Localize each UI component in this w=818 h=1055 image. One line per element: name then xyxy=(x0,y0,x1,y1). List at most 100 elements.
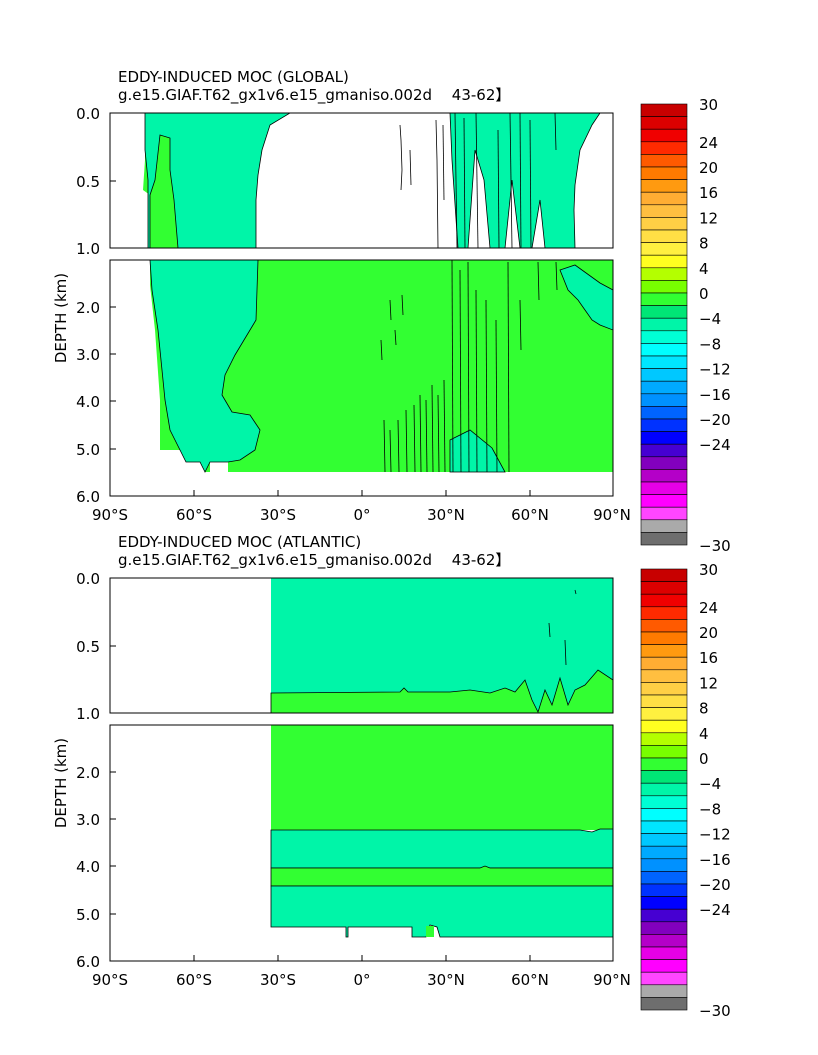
atlantic-colorbar-swatch xyxy=(640,820,688,834)
atlantic-ytick-1: 0.5 xyxy=(76,638,100,656)
global-ytick-4: 3.0 xyxy=(76,346,100,364)
global-colorbar-swatch xyxy=(640,406,688,420)
global-lower-deep-negative xyxy=(449,429,506,473)
atlantic-lower-negative-bottom xyxy=(270,885,613,938)
atlantic-colorbar-swatch xyxy=(640,871,688,885)
atlantic-panel: EDDY-INDUCED MOC (ATLANTIC) g.e15.GIAF.T… xyxy=(52,533,731,1020)
atlantic-subtitle: g.e15.GIAF.T62_gx1v6.e15_gmaniso.002d 43… xyxy=(118,551,510,570)
global-colorbar-swatch xyxy=(640,418,688,432)
atlantic-ytick-7: 6.0 xyxy=(76,953,100,971)
global-lower-arctic-negative xyxy=(559,264,613,331)
global-ytick-3: 2.0 xyxy=(76,299,100,317)
global-colorbar-label: 30 xyxy=(699,96,718,114)
global-colorbar-swatch xyxy=(640,166,688,180)
atlantic-colorbar-swatch xyxy=(640,858,688,872)
atlantic-lower-small-positive xyxy=(426,926,434,937)
global-xtick-3: 0° xyxy=(353,506,370,524)
atlantic-colorbar-swatch xyxy=(640,619,688,633)
atlantic-colorbar-label: −4 xyxy=(699,775,721,793)
global-colorbar-swatch xyxy=(640,179,688,193)
atlantic-colorbar-swatch xyxy=(640,682,688,696)
global-ylabel: DEPTH (km) xyxy=(52,273,70,363)
global-ytick-0: 0.0 xyxy=(76,105,100,123)
global-ytick-2: 1.0 xyxy=(76,240,100,258)
atlantic-colorbar-label: −30 xyxy=(699,1002,731,1020)
atlantic-colorbar-label: 16 xyxy=(699,649,718,667)
global-colorbar-swatch xyxy=(640,292,688,306)
atlantic-ytick-6: 5.0 xyxy=(76,906,100,924)
atlantic-ytick-5: 4.0 xyxy=(76,858,100,876)
atlantic-colorbar-swatch xyxy=(640,719,688,734)
global-colorbar-swatch xyxy=(640,305,688,319)
global-colorbar-label: −20 xyxy=(699,411,731,429)
atlantic-xtick-4: 30°N xyxy=(427,971,465,989)
atlantic-xtick-1: 60°S xyxy=(176,971,212,989)
global-colorbar-swatch xyxy=(640,317,688,332)
atlantic-colorbar-swatch xyxy=(640,593,688,608)
atlantic-colorbar-label: 4 xyxy=(699,725,709,743)
global-colorbar-swatch xyxy=(640,229,688,243)
atlantic-colorbar: 30 24 20 16 12 8 4 0 −4 −8 −12 −16 −20 −24 −30 xyxy=(640,561,731,1020)
global-colorbar-swatch xyxy=(640,116,688,130)
atlantic-xtick-3: 0° xyxy=(353,971,370,989)
global-ytick-6: 5.0 xyxy=(76,441,100,459)
global-colorbar-swatch xyxy=(640,343,688,357)
atlantic-colorbar-swatch xyxy=(640,757,688,771)
global-colorbar-swatch xyxy=(640,217,688,231)
atlantic-lower-positive-mid xyxy=(270,865,613,887)
global-lower-antarctic-negative xyxy=(149,260,261,473)
atlantic-colorbar-label: 20 xyxy=(699,624,718,642)
atlantic-colorbar-swatch xyxy=(640,997,688,1011)
atlantic-ytick-4: 3.0 xyxy=(76,811,100,829)
atlantic-colorbar-swatch xyxy=(640,795,688,809)
global-xtick-0: 90°S xyxy=(92,506,128,524)
atlantic-colorbar-swatch xyxy=(640,971,688,986)
atlantic-colorbar-label: −12 xyxy=(699,826,731,844)
atlantic-colorbar-swatch xyxy=(640,606,688,620)
global-ytick-1: 0.5 xyxy=(76,173,100,191)
global-lower-positive-region xyxy=(150,260,613,472)
global-colorbar-label: −16 xyxy=(699,386,731,404)
global-colorbar-swatch xyxy=(640,204,688,218)
global-colorbar-label: −8 xyxy=(699,335,721,353)
atlantic-upper-field xyxy=(270,578,613,713)
global-colorbar-swatch xyxy=(640,242,688,256)
atlantic-xtick-2: 30°S xyxy=(260,971,296,989)
atlantic-colorbar-swatch xyxy=(640,770,688,784)
atlantic-colorbar-swatch xyxy=(640,946,688,960)
global-colorbar-label: −24 xyxy=(699,436,731,454)
global-colorbar-swatch xyxy=(640,506,688,521)
atlantic-colorbar-swatch xyxy=(640,656,688,671)
atlantic-colorbar-label: 0 xyxy=(699,750,709,768)
global-lower-contour-noise xyxy=(380,260,558,473)
global-colorbar-label: 24 xyxy=(699,134,718,152)
atlantic-colorbar-swatch xyxy=(640,745,688,759)
global-colorbar-swatch xyxy=(640,393,688,407)
global-xtick-6: 90°N xyxy=(593,506,631,524)
atlantic-xtick-0: 90°S xyxy=(92,971,128,989)
global-colorbar-swatch xyxy=(640,469,688,483)
global-colorbar-label: −4 xyxy=(699,310,721,328)
atlantic-xtick-6: 90°N xyxy=(593,971,631,989)
global-upper-contour-noise xyxy=(399,113,557,248)
global-panel: EDDY-INDUCED MOC (GLOBAL) g.e15.GIAF.T62… xyxy=(52,68,731,555)
global-colorbar-label: 0 xyxy=(699,285,709,303)
atlantic-ytick-3: 2.0 xyxy=(76,764,100,782)
atlantic-ylabel: DEPTH (km) xyxy=(52,738,70,828)
global-xtick-1: 60°S xyxy=(176,506,212,524)
global-ytick-7: 6.0 xyxy=(76,488,100,506)
atlantic-colorbar-swatch xyxy=(640,883,688,897)
global-colorbar-swatch xyxy=(640,267,688,281)
atlantic-ytick-0: 0.0 xyxy=(76,570,100,588)
global-lower-field xyxy=(149,260,613,473)
atlantic-title: EDDY-INDUCED MOC (ATLANTIC) xyxy=(118,533,361,551)
atlantic-colorbar-swatch xyxy=(640,896,688,910)
global-colorbar-swatch xyxy=(640,128,688,143)
global-colorbar-swatch xyxy=(640,191,688,206)
global-colorbar: 30 24 20 16 12 8 4 0 −4 −8 −12 −16 −20 −24 −30 xyxy=(640,96,731,555)
global-colorbar-swatch xyxy=(640,443,688,458)
global-colorbar-swatch xyxy=(640,380,688,395)
global-subtitle: g.e15.GIAF.T62_gx1v6.e15_gmaniso.002d 43… xyxy=(118,86,510,105)
global-colorbar-label: 8 xyxy=(699,235,709,253)
